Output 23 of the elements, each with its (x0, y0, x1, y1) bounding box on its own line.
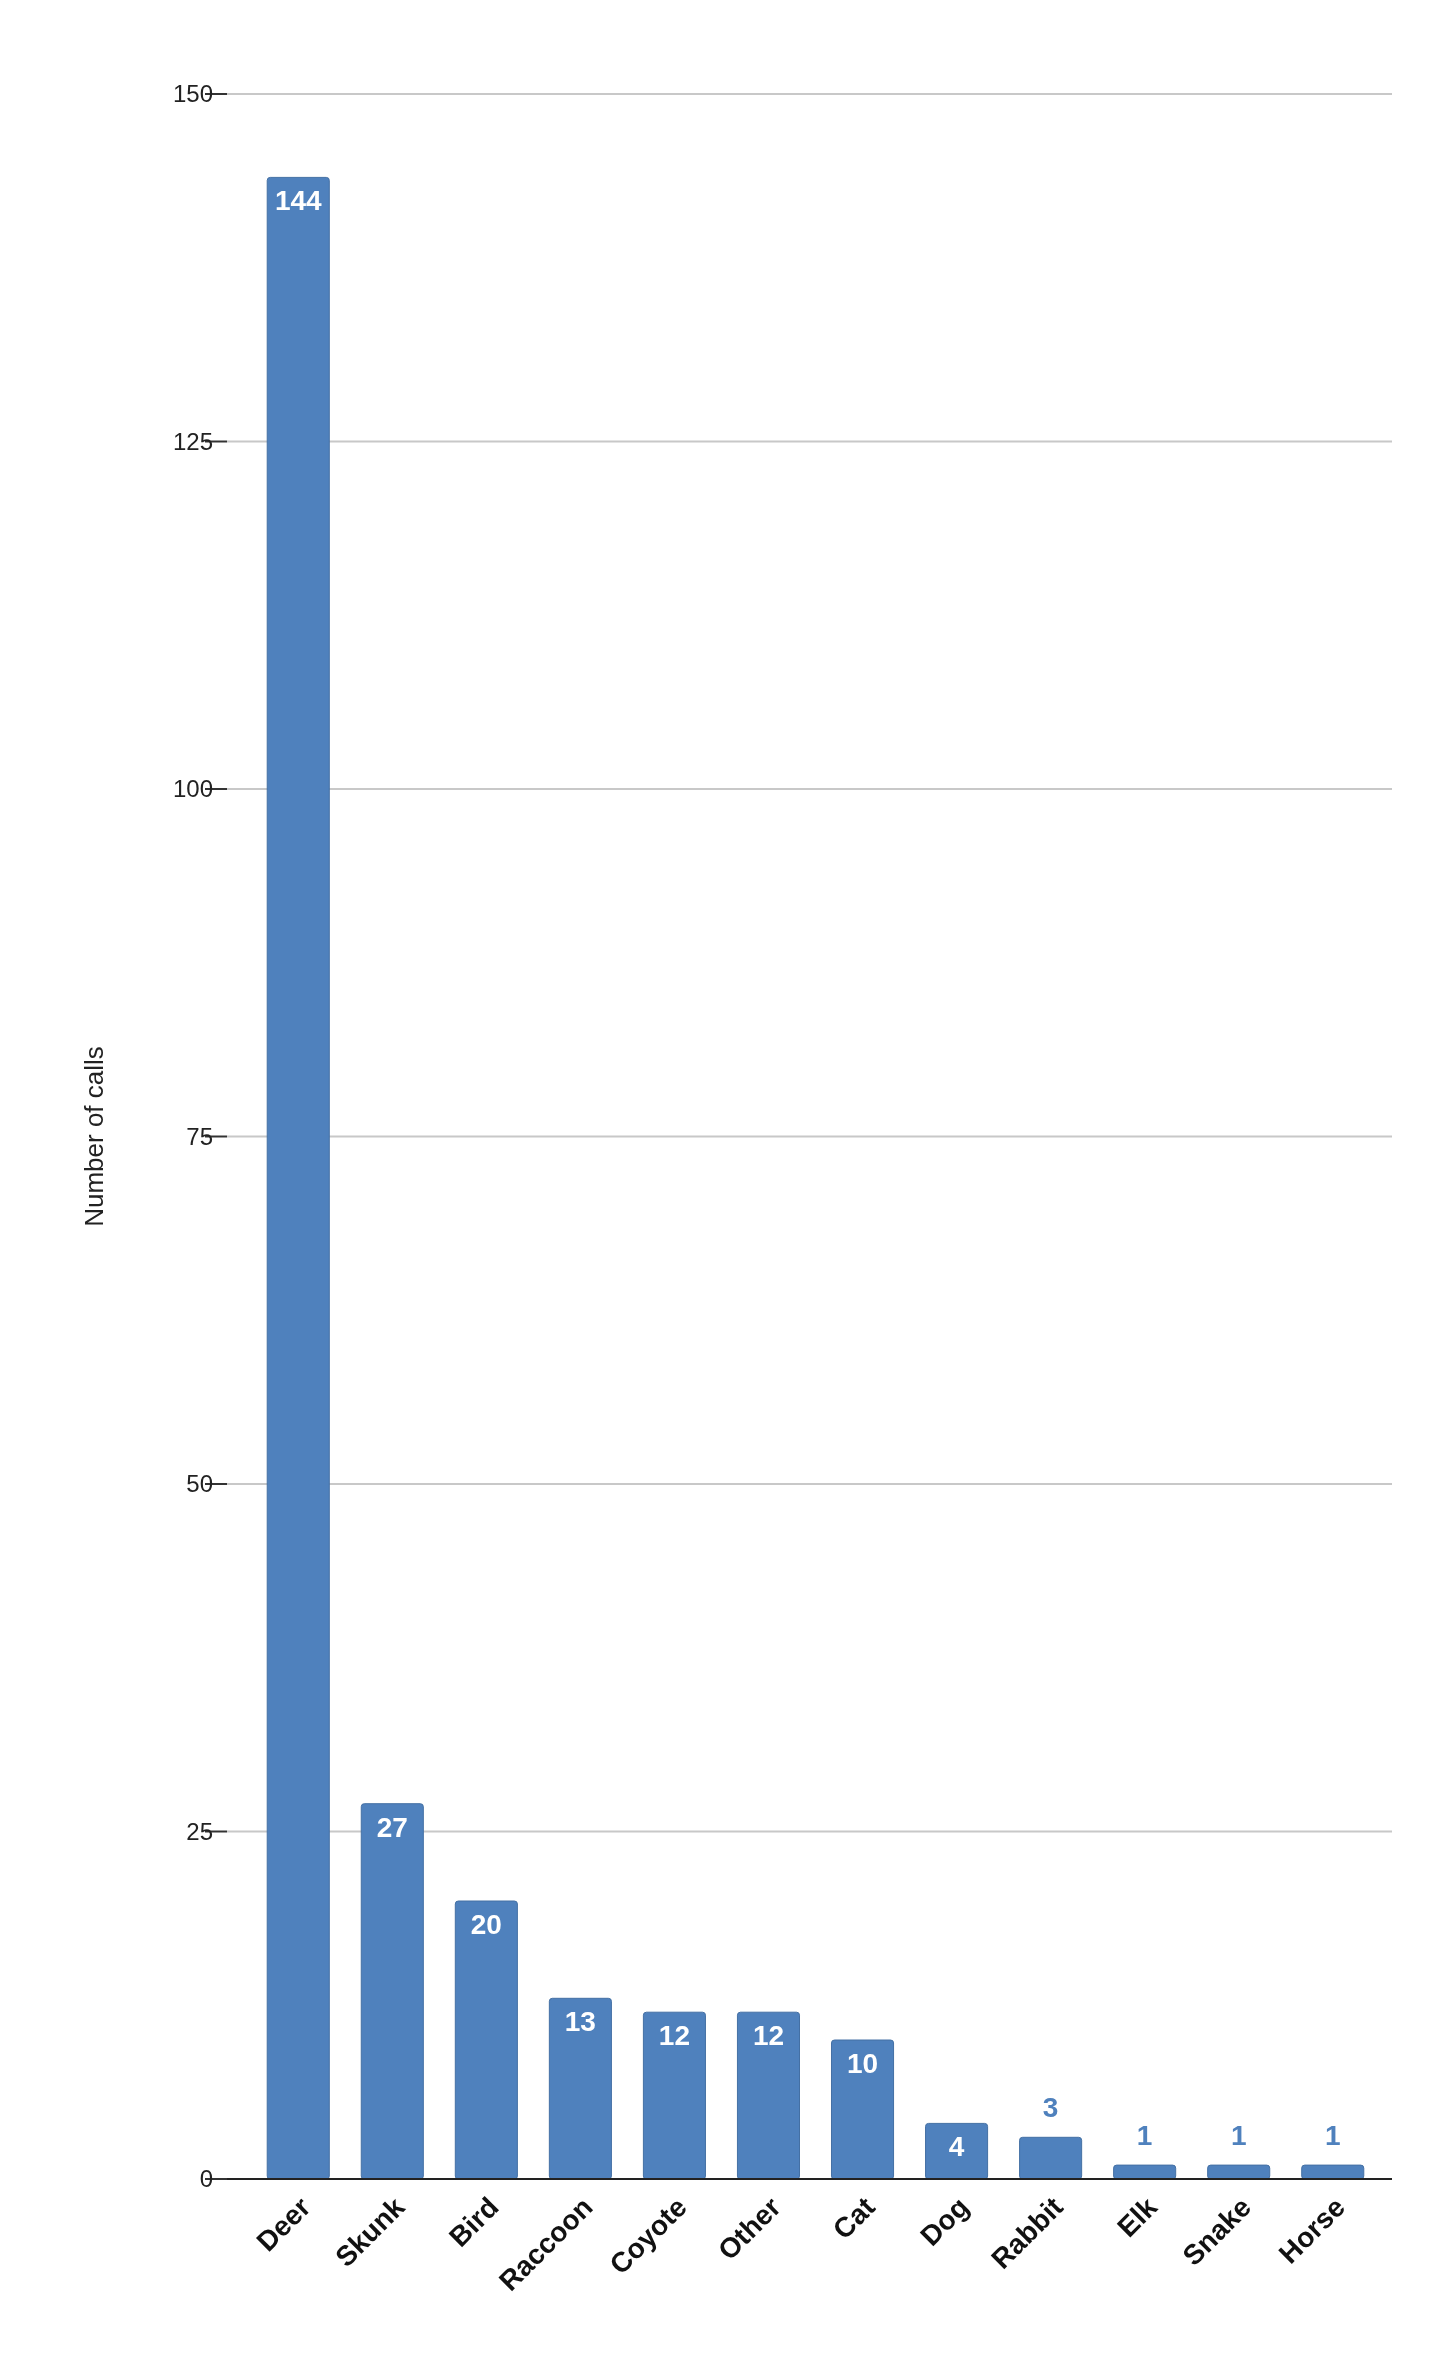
y-tick-label: 150 (172, 80, 213, 107)
x-tick-label: Elk (1111, 2191, 1164, 2243)
data-label: 1 (1136, 2120, 1153, 2152)
data-label: 1 (1324, 2120, 1341, 2152)
y-tick-label: 25 (186, 1817, 213, 1845)
data-label: 20 (470, 1909, 502, 1940)
data-label: 12 (658, 2020, 691, 2052)
data-label: 1 (1230, 2120, 1247, 2152)
y-axis-title: Number of calls (79, 1046, 109, 1227)
y-tick-label: 0 (199, 2165, 213, 2192)
data-label: 10 (846, 2048, 879, 2079)
data-label: 12 (752, 2020, 785, 2052)
data-label: 144 (274, 185, 323, 217)
y-tick-label: 100 (172, 775, 213, 802)
y-tick-label: 50 (186, 1470, 213, 1497)
data-label: 13 (564, 2006, 596, 2038)
x-tick-label: Cat (826, 2191, 881, 2246)
data-label: 4 (948, 2131, 965, 2163)
y-tick-label: 125 (172, 427, 213, 455)
data-label: 27 (376, 1811, 408, 1843)
x-tick-label: Dog (914, 2191, 975, 2252)
data-label: 3 (1042, 2092, 1059, 2124)
y-tick-label: 75 (186, 1122, 213, 1150)
